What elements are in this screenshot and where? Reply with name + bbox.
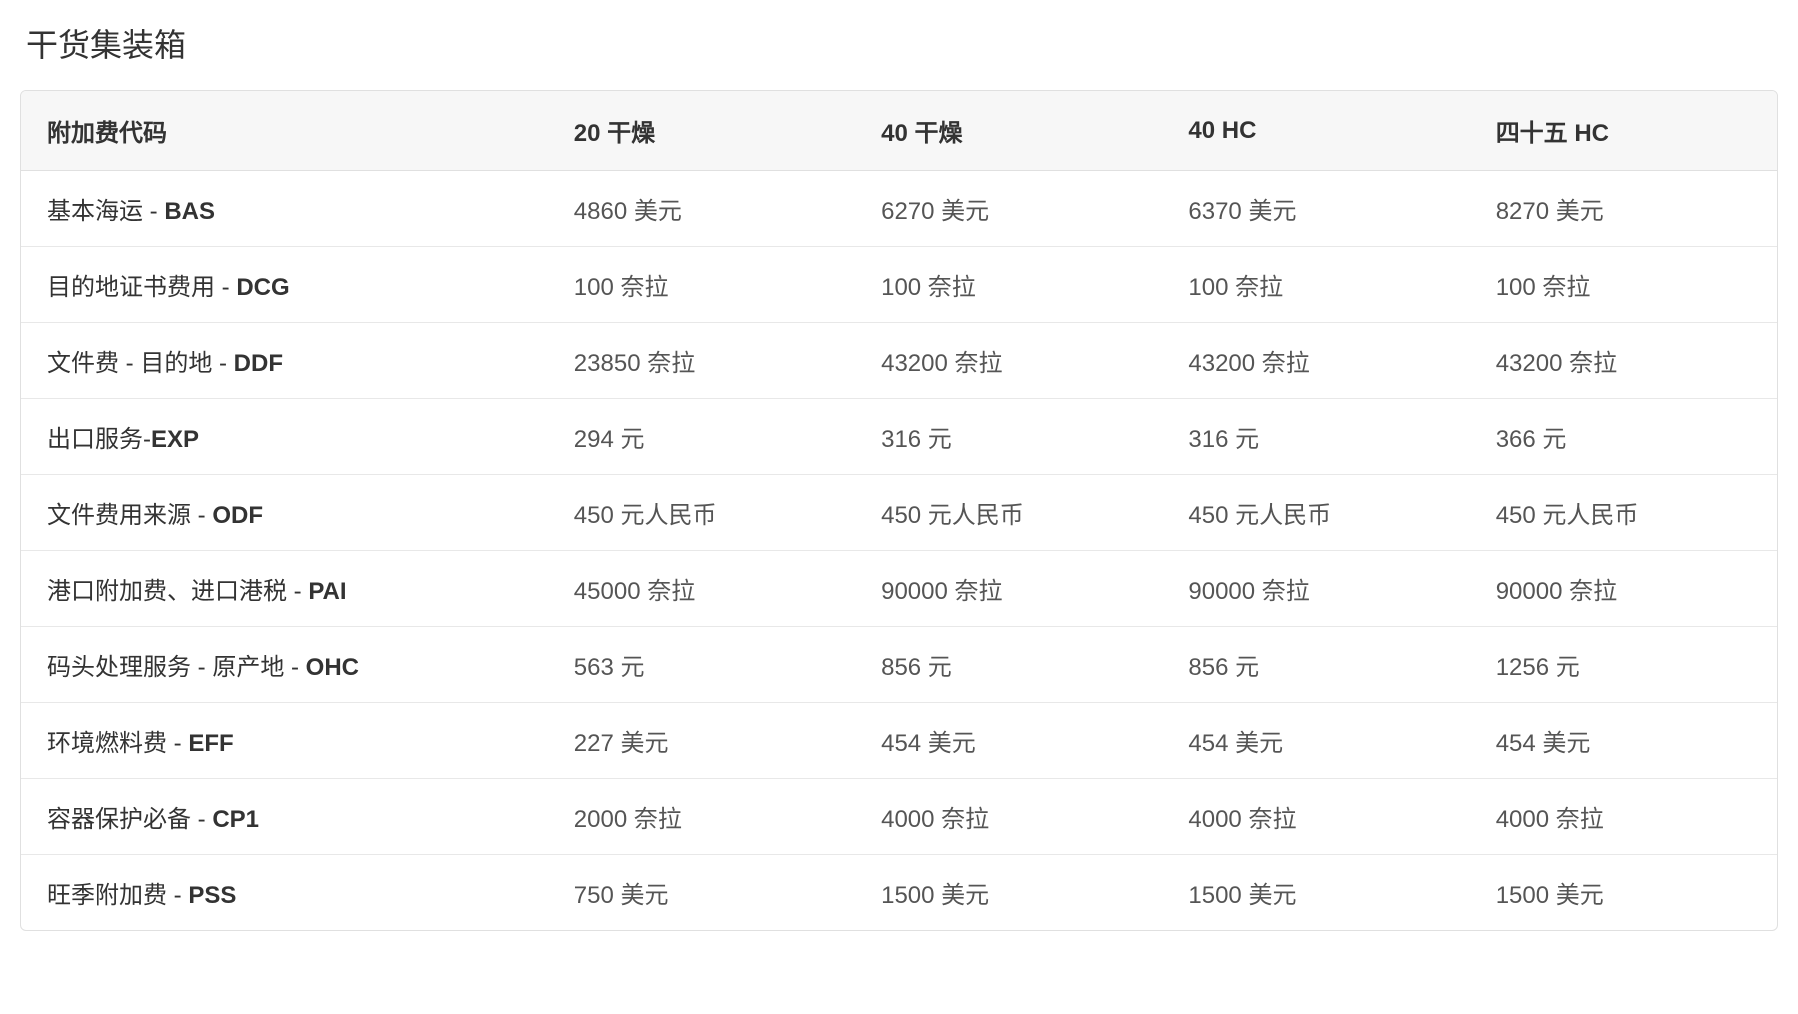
col-header-40-dry: 40 干燥 (855, 91, 1162, 171)
table-row: 目的地证书费用 - DCG100 奈拉100 奈拉100 奈拉100 奈拉 (21, 247, 1777, 323)
page-title: 干货集装箱 (20, 20, 1778, 66)
row-label-text: 目的地证书费用 - (47, 274, 236, 301)
price-cell: 90000 奈拉 (1470, 551, 1777, 627)
price-cell: 43200 奈拉 (1470, 323, 1777, 399)
row-label-text: 文件费用来源 - (47, 502, 212, 529)
table-row: 出口服务-EXP294 元316 元316 元366 元 (21, 399, 1777, 475)
table-row: 文件费用来源 - ODF450 元人民币450 元人民币450 元人民币450 … (21, 475, 1777, 551)
row-label-code: CP1 (212, 806, 259, 833)
row-label-cell: 目的地证书费用 - DCG (21, 247, 548, 323)
price-cell: 454 美元 (1162, 703, 1469, 779)
row-label-code: DDF (234, 350, 283, 377)
row-label-code: BAS (164, 198, 215, 225)
row-label-code: PSS (188, 882, 236, 909)
row-label-text: 文件费 - 目的地 - (47, 350, 234, 377)
price-cell: 750 美元 (548, 855, 855, 931)
row-label-code: DCG (236, 274, 289, 301)
price-cell: 1256 元 (1470, 627, 1777, 703)
row-label-cell: 文件费用来源 - ODF (21, 475, 548, 551)
row-label-cell: 基本海运 - BAS (21, 171, 548, 247)
price-cell: 43200 奈拉 (855, 323, 1162, 399)
pricing-table-container: 附加费代码 20 干燥 40 干燥 40 HC 四十五 HC 基本海运 - BA… (20, 90, 1778, 931)
price-cell: 316 元 (855, 399, 1162, 475)
price-cell: 366 元 (1470, 399, 1777, 475)
col-header-20-dry: 20 干燥 (548, 91, 855, 171)
price-cell: 450 元人民币 (548, 475, 855, 551)
price-cell: 6270 美元 (855, 171, 1162, 247)
price-cell: 454 美元 (855, 703, 1162, 779)
row-label-code: PAI (308, 578, 346, 605)
price-cell: 450 元人民币 (1470, 475, 1777, 551)
price-cell: 2000 奈拉 (548, 779, 855, 855)
row-label-text: 港口附加费、进口港税 - (47, 578, 308, 605)
price-cell: 1500 美元 (1162, 855, 1469, 931)
row-label-text: 旺季附加费 - (47, 882, 188, 909)
price-cell: 450 元人民币 (1162, 475, 1469, 551)
price-cell: 100 奈拉 (1162, 247, 1469, 323)
price-cell: 43200 奈拉 (1162, 323, 1469, 399)
price-cell: 856 元 (1162, 627, 1469, 703)
table-row: 基本海运 - BAS4860 美元6270 美元6370 美元8270 美元 (21, 171, 1777, 247)
table-row: 容器保护必备 - CP12000 奈拉4000 奈拉4000 奈拉4000 奈拉 (21, 779, 1777, 855)
row-label-cell: 容器保护必备 - CP1 (21, 779, 548, 855)
row-label-cell: 出口服务-EXP (21, 399, 548, 475)
price-cell: 450 元人民币 (855, 475, 1162, 551)
row-label-cell: 文件费 - 目的地 - DDF (21, 323, 548, 399)
price-cell: 294 元 (548, 399, 855, 475)
price-cell: 45000 奈拉 (548, 551, 855, 627)
price-cell: 316 元 (1162, 399, 1469, 475)
row-label-text: 容器保护必备 - (47, 806, 212, 833)
row-label-cell: 码头处理服务 - 原产地 - OHC (21, 627, 548, 703)
table-body: 基本海运 - BAS4860 美元6270 美元6370 美元8270 美元目的… (21, 171, 1777, 931)
price-cell: 100 奈拉 (855, 247, 1162, 323)
col-header-45-hc: 四十五 HC (1470, 91, 1777, 171)
table-header-row: 附加费代码 20 干燥 40 干燥 40 HC 四十五 HC (21, 91, 1777, 171)
pricing-table: 附加费代码 20 干燥 40 干燥 40 HC 四十五 HC 基本海运 - BA… (21, 91, 1777, 930)
row-label-code: EXP (151, 426, 199, 453)
row-label-cell: 环境燃料费 - EFF (21, 703, 548, 779)
price-cell: 23850 奈拉 (548, 323, 855, 399)
table-row: 旺季附加费 - PSS750 美元1500 美元1500 美元1500 美元 (21, 855, 1777, 931)
row-label-code: ODF (212, 502, 263, 529)
price-cell: 4000 奈拉 (855, 779, 1162, 855)
row-label-text: 基本海运 - (47, 198, 164, 225)
price-cell: 100 奈拉 (548, 247, 855, 323)
price-cell: 6370 美元 (1162, 171, 1469, 247)
row-label-code: OHC (306, 654, 359, 681)
price-cell: 4860 美元 (548, 171, 855, 247)
price-cell: 454 美元 (1470, 703, 1777, 779)
price-cell: 1500 美元 (855, 855, 1162, 931)
price-cell: 90000 奈拉 (855, 551, 1162, 627)
row-label-cell: 旺季附加费 - PSS (21, 855, 548, 931)
table-row: 环境燃料费 - EFF227 美元454 美元454 美元454 美元 (21, 703, 1777, 779)
price-cell: 856 元 (855, 627, 1162, 703)
price-cell: 4000 奈拉 (1470, 779, 1777, 855)
price-cell: 4000 奈拉 (1162, 779, 1469, 855)
row-label-text: 环境燃料费 - (47, 730, 188, 757)
price-cell: 100 奈拉 (1470, 247, 1777, 323)
row-label-text: 出口服务- (47, 426, 151, 453)
price-cell: 90000 奈拉 (1162, 551, 1469, 627)
row-label-text: 码头处理服务 - 原产地 - (47, 654, 306, 681)
table-row: 港口附加费、进口港税 - PAI45000 奈拉90000 奈拉90000 奈拉… (21, 551, 1777, 627)
col-header-40-hc: 40 HC (1162, 91, 1469, 171)
row-label-cell: 港口附加费、进口港税 - PAI (21, 551, 548, 627)
price-cell: 563 元 (548, 627, 855, 703)
price-cell: 227 美元 (548, 703, 855, 779)
table-row: 码头处理服务 - 原产地 - OHC563 元856 元856 元1256 元 (21, 627, 1777, 703)
row-label-code: EFF (188, 730, 233, 757)
table-row: 文件费 - 目的地 - DDF23850 奈拉43200 奈拉43200 奈拉4… (21, 323, 1777, 399)
price-cell: 8270 美元 (1470, 171, 1777, 247)
col-header-code: 附加费代码 (21, 91, 548, 171)
price-cell: 1500 美元 (1470, 855, 1777, 931)
